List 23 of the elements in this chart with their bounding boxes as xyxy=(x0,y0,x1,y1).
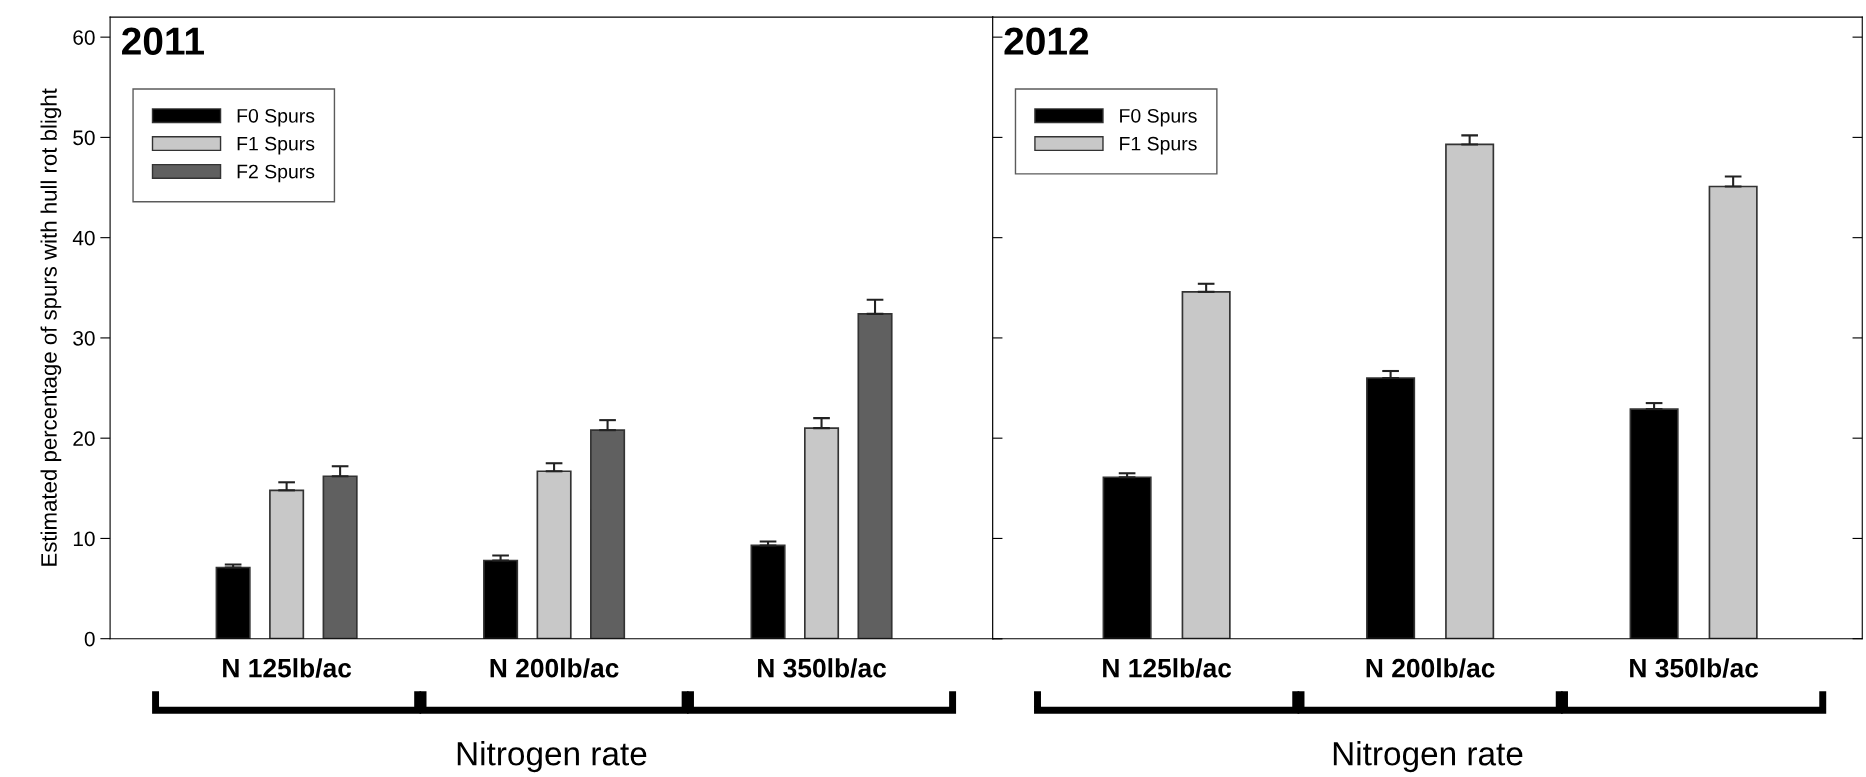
x-tick-label: N 350lb/ac xyxy=(758,658,887,678)
y-axis-title: Estimated percentage of spurs with hull rot blight xyxy=(40,88,62,566)
x-tick-label: N 350lb/ac xyxy=(1630,658,1759,678)
x-tick-label: N 125lb/ac xyxy=(223,658,352,678)
x-axis-title: Nitrogen rate xyxy=(457,741,647,773)
legend-label: F2 Spurs xyxy=(237,164,315,183)
y-tick-label: 0 xyxy=(84,631,95,647)
y-tick-label: 10 xyxy=(73,531,95,547)
chart-title: 2011 xyxy=(122,27,204,55)
x-tick-label: N 125lb/ac xyxy=(1103,658,1232,678)
y-tick-label: 50 xyxy=(73,130,95,146)
y-tick-label: 30 xyxy=(73,330,95,346)
y-tick-label: 60 xyxy=(73,30,95,45)
x-tick-label: N 200lb/ac xyxy=(490,658,619,678)
chart-title: 2012 xyxy=(1004,27,1089,55)
y-tick-label: 20 xyxy=(73,431,95,446)
legend-label: F1 Spurs xyxy=(1120,136,1197,155)
legend-label: F0 Spurs xyxy=(1120,108,1197,127)
y-tick-label: 40 xyxy=(72,230,95,246)
legend-label: F1 Spurs xyxy=(237,136,315,155)
x-axis-title: Nitrogen rate xyxy=(1333,741,1523,773)
x-tick-label: N 200lb/ac xyxy=(1366,658,1495,678)
legend-label: F0 Spurs xyxy=(237,108,315,127)
